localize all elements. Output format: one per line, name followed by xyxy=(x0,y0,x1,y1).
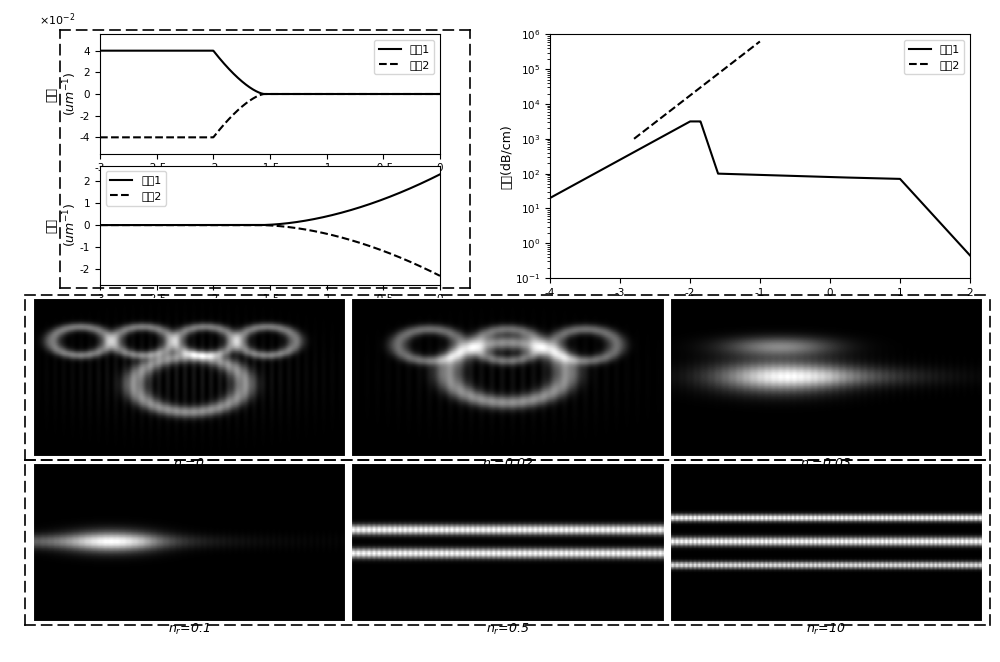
Legend: 模剸1, 模剸2: 模剸1, 模剸2 xyxy=(106,171,166,205)
X-axis label: $\log_{10}(n_r)$: $\log_{10}(n_r)$ xyxy=(732,303,788,320)
Text: $n_r$=0: $n_r$=0 xyxy=(173,457,205,472)
Text: $n_r$=0.02: $n_r$=0.02 xyxy=(482,457,533,472)
Text: $n_r$=0.5: $n_r$=0.5 xyxy=(486,622,529,637)
Y-axis label: 虚部
$(um^{-1})$: 虚部 $(um^{-1})$ xyxy=(45,203,79,248)
Text: $n_r$=10: $n_r$=10 xyxy=(806,622,846,637)
Legend: 模剸1, 模剸2: 模剸1, 模剸2 xyxy=(374,40,434,74)
Text: $n_r$=0.1: $n_r$=0.1 xyxy=(168,622,210,637)
Text: $n_r$=0.03: $n_r$=0.03 xyxy=(800,457,852,472)
Y-axis label: 据耗(dB/cm): 据耗(dB/cm) xyxy=(501,124,514,189)
Legend: 模剸1, 模剸2: 模剸1, 模剸2 xyxy=(904,40,964,74)
Y-axis label: 实部
$(um^{-1})$: 实部 $(um^{-1})$ xyxy=(45,71,79,117)
X-axis label: $\log_{10}(n_r)$: $\log_{10}(n_r)$ xyxy=(242,310,298,327)
Text: $\times10^{-2}$: $\times10^{-2}$ xyxy=(39,12,75,28)
